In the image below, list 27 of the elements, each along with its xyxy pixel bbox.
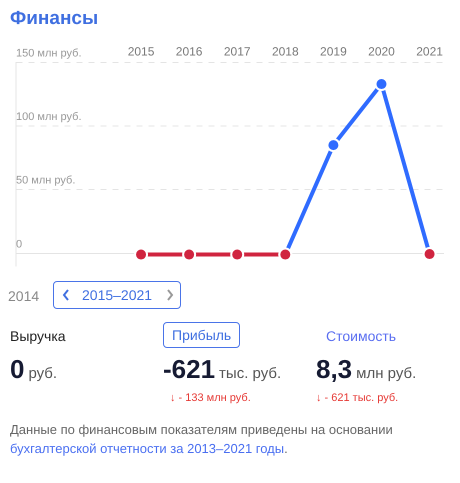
text: 2014 [8,288,40,304]
text: млн руб. [356,365,416,382]
x-tick-label: 2021 [416,44,444,59]
text: тыс. руб. [219,365,282,382]
x-tick-label: 2018 [272,44,299,59]
text: руб. [28,365,58,382]
text: ↓ - 621 тыс. руб. [316,392,398,404]
y-tick-label: 100 млн руб. [16,111,82,124]
text: Выручка [10,328,66,344]
text: Данные по финансовым показателям приведены на основании [10,422,393,437]
x-tick-label: 2020 [368,44,396,59]
text: Стоимость [326,328,396,344]
x-tick-label: 2017 [224,44,251,59]
text: Прибыль [163,322,240,348]
text: бухгалтерской отчетности за 2013–2021 годы [10,441,284,456]
x-tick-label: 2019 [320,44,348,59]
x-tick-label: 2016 [176,44,203,59]
text: . [284,441,288,456]
y-tick-label: 50 млн руб. [16,174,76,187]
text: ↓ - 133 млн руб. [170,392,251,404]
y-tick-label: 0 [16,238,22,250]
text: 2015–2021 [82,287,152,303]
text: 8,3 [316,354,352,384]
x-tick-label: 2015 [128,44,155,59]
y-tick-label: 150 млн руб. [16,47,82,60]
text: -621 [163,354,216,384]
chart-title: Финансы [10,8,98,30]
